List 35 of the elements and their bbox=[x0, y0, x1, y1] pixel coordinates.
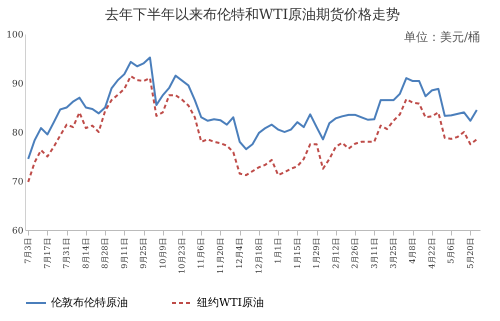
x-tick-label: 4月22日 bbox=[427, 238, 436, 269]
x-tick-label: 1月15日 bbox=[292, 238, 302, 269]
x-tick-label: 8月28日 bbox=[100, 238, 110, 269]
x-tick-label: 9月25日 bbox=[139, 238, 148, 269]
x-tick-label: 2月26日 bbox=[350, 238, 360, 269]
line-series bbox=[27, 56, 478, 160]
x-tick-label: 1月29日 bbox=[312, 238, 322, 269]
x-tick-label: 3月11日 bbox=[370, 238, 379, 269]
x-tick-label: 10月23日 bbox=[178, 238, 187, 274]
annotation: 单位：美元/桶 bbox=[404, 30, 480, 44]
y-tick-label: 80 bbox=[12, 128, 24, 138]
x-tick-label: 7月17日 bbox=[42, 238, 52, 269]
y-tick-label: 90 bbox=[12, 80, 24, 90]
x-tick-label: 12月18日 bbox=[254, 238, 264, 274]
x-tick-label: 10月9日 bbox=[158, 238, 168, 269]
x-tick-label: 7月31日 bbox=[62, 238, 72, 269]
y-tick-label: 100 bbox=[6, 30, 24, 40]
x-tick-label: 7月3日 bbox=[24, 238, 33, 264]
x-tick-label: 1月1日 bbox=[274, 238, 283, 264]
line-series bbox=[27, 75, 478, 183]
x-tick-label: 9月11日 bbox=[120, 238, 129, 269]
x-tick-label: 11月20日 bbox=[216, 238, 225, 274]
legend-label: 纽约WTI原油 bbox=[197, 296, 264, 309]
x-tick-label: 3月25日 bbox=[388, 238, 398, 269]
chart-title: 去年下半年以来布伦特和WTI原油期货价格走势 bbox=[104, 7, 400, 23]
x-tick-label: 11月6日 bbox=[196, 238, 206, 269]
x-tick-label: 5月20日 bbox=[466, 238, 475, 269]
x-tick-label: 8月14日 bbox=[81, 238, 90, 269]
legend-label: 伦敦布伦特原油 bbox=[51, 296, 128, 309]
x-tick-label: 2月12日 bbox=[331, 238, 340, 269]
x-tick-label: 4月8日 bbox=[408, 238, 418, 264]
x-tick-label: 5月6日 bbox=[446, 238, 456, 264]
y-tick-label: 70 bbox=[12, 178, 24, 188]
x-tick-label: 12月4日 bbox=[235, 238, 244, 269]
y-tick-label: 60 bbox=[12, 226, 24, 236]
